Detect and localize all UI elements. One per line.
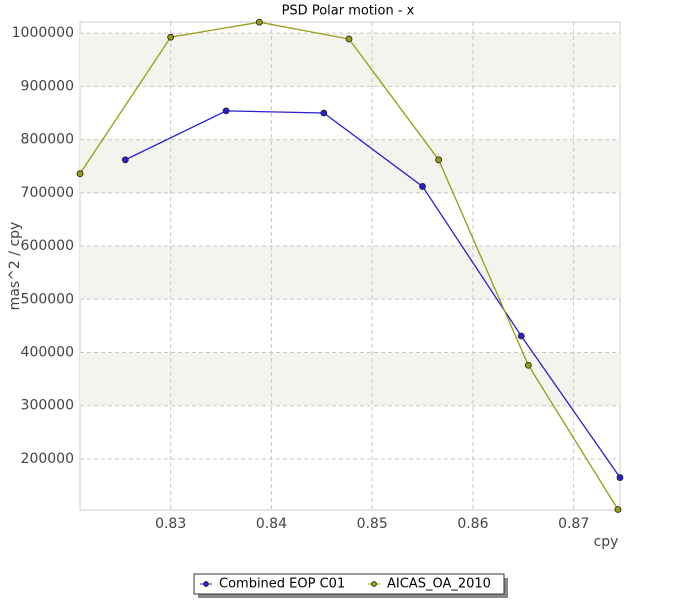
x-tick-label: 0.83 [155,516,186,532]
x-tick-label: 0.85 [357,516,388,532]
y-tick-label: 500000 [21,291,74,307]
data-point [76,170,84,178]
data-point [121,156,129,164]
band [80,139,620,193]
x-tick-label: 0.87 [558,516,589,532]
plot-background [79,21,621,511]
data-point [345,35,353,43]
data-point [517,332,525,340]
y-tick-label: 1000000 [12,25,74,41]
band [80,246,620,300]
y-tick-label: 200000 [21,451,74,467]
data-point [255,18,263,26]
data-point [614,506,622,513]
legend-box [193,573,505,595]
data-point [222,107,230,115]
legend: Combined EOP C01 AICAS_OA_2010 [193,573,508,598]
data-point [167,33,175,41]
legend-label: Combined EOP C01 [219,577,345,592]
data-point [524,361,532,369]
legend-label: AICAS_OA_2010 [387,577,491,592]
data-point [616,474,624,481]
y-tick-label: 900000 [21,78,74,94]
data-point [419,183,426,190]
plot [76,18,624,513]
legend-marker [371,581,377,587]
x-axis-label: cpy [594,534,619,550]
y-tick-label: 800000 [21,132,74,148]
series-line [125,110,621,478]
data-point [320,109,328,117]
grid: 200000 300000 400000 500000 600000 700000 8000… [12,22,620,532]
data-point [435,156,443,164]
legend-marker [203,581,209,587]
y-axis-label: mas^2 / cpy [7,222,23,311]
y-tick-label: 300000 [21,398,74,414]
chart-title: PSD Polar motion - x [282,4,415,19]
x-tick-label: 0.86 [457,516,488,532]
x-tick-label: 0.84 [256,516,287,532]
y-tick-label: 700000 [21,185,74,201]
y-tick-label: 600000 [21,238,74,254]
band [80,352,620,406]
y-tick-label: 400000 [21,344,74,360]
